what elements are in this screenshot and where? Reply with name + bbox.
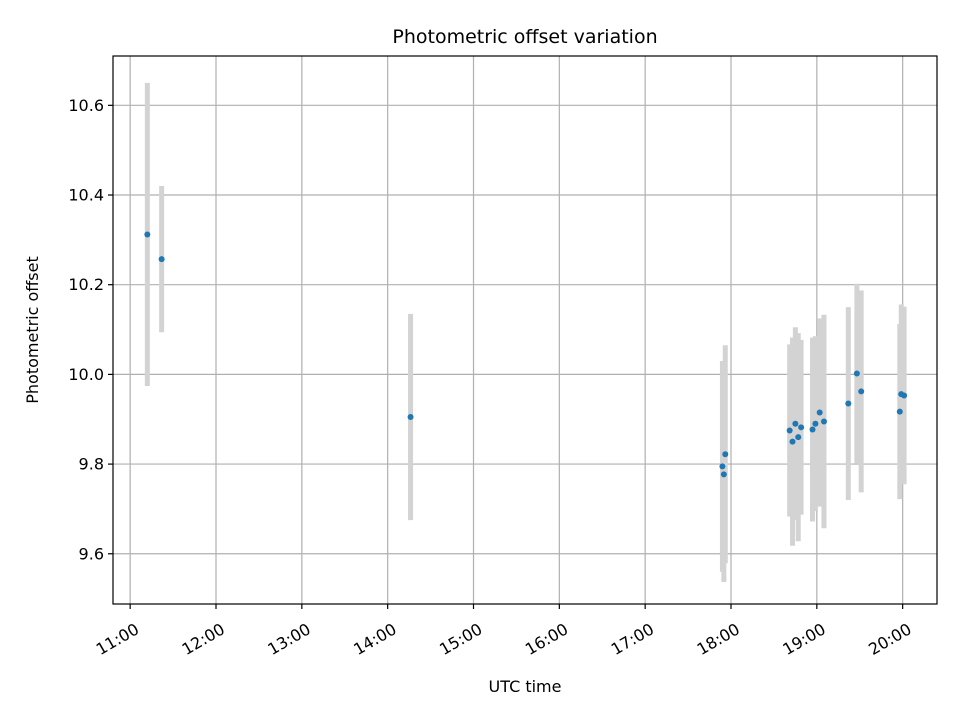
chart-title: Photometric offset variation	[392, 26, 657, 48]
data-point	[792, 420, 799, 427]
y-tick-label: 10.0	[68, 365, 104, 384]
data-points	[144, 231, 908, 478]
data-point	[845, 400, 852, 407]
data-point	[719, 463, 726, 470]
data-point	[786, 427, 793, 434]
data-point	[812, 420, 819, 427]
data-point	[816, 409, 823, 416]
data-point	[798, 424, 805, 431]
data-point	[901, 392, 908, 399]
plot-frame	[112, 55, 938, 605]
data-point	[722, 451, 729, 458]
y-tick-label: 9.8	[79, 455, 104, 474]
y-tick-label: 9.6	[79, 544, 104, 563]
data-point	[853, 370, 860, 377]
data-point	[407, 413, 414, 420]
data-point	[858, 388, 865, 395]
data-point	[795, 434, 802, 441]
data-point	[896, 408, 903, 415]
y-axis-label: Photometric offset	[23, 256, 42, 404]
data-point	[158, 256, 165, 263]
y-axis-ticks: 9.6 9.8 10.0 10.2 10.4 10.6	[68, 96, 113, 563]
y-tick-label: 10.2	[68, 275, 104, 294]
y-tick-label: 10.6	[68, 96, 104, 115]
data-point	[144, 231, 151, 238]
data-point	[809, 426, 816, 433]
x-axis-label: UTC time	[489, 677, 562, 696]
data-point	[820, 418, 827, 425]
data-point	[720, 471, 727, 478]
data-point	[789, 438, 796, 445]
y-tick-label: 10.4	[68, 186, 104, 205]
